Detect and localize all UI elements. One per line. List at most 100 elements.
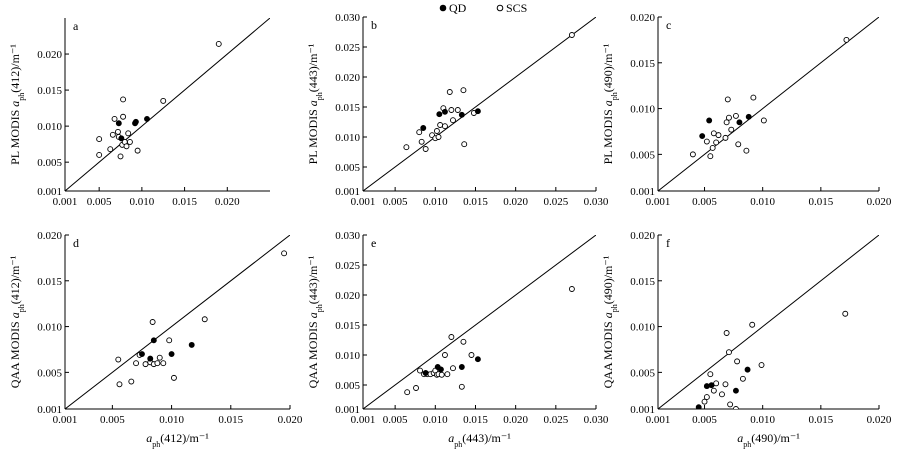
- scs-point: [404, 389, 411, 396]
- qd-point: [695, 404, 702, 409]
- qd-point: [474, 356, 481, 363]
- panel-f: 0.001 0.005 0.010 0.015 0.020 0.001 0.005 0.010…: [601, 230, 892, 449]
- legend-qd-marker: [439, 4, 447, 12]
- qd-point: [708, 382, 715, 389]
- qd-point: [118, 135, 125, 142]
- scs-point: [156, 354, 163, 361]
- scs-point: [724, 96, 731, 103]
- x-tick-label: 0.001: [53, 414, 78, 426]
- x-tick-label: 0.030: [584, 414, 609, 426]
- scs-point: [111, 115, 118, 122]
- y-tick-label: 0.001: [335, 404, 360, 416]
- scs-point: [120, 96, 127, 103]
- qd-point: [147, 355, 154, 362]
- scs-point: [442, 352, 448, 358]
- y-axis-label: QAA MODIS aph(412)/m⁻¹: [8, 255, 26, 388]
- x-tick-label: 0.010: [423, 414, 448, 426]
- panel-d: 0.001 0.005 0.010 0.015 0.020 0.001 0.005 0.010…: [8, 230, 303, 449]
- x-tick-label: 0.020: [503, 196, 528, 208]
- scs-point: [438, 371, 445, 378]
- scs-point: [722, 381, 729, 388]
- scs-point: [739, 375, 746, 382]
- scs-point: [458, 383, 465, 390]
- qd-point: [422, 370, 429, 376]
- y-tick-label: 0.020: [37, 230, 62, 242]
- scs-point: [170, 374, 177, 381]
- scs-point: [133, 360, 140, 367]
- y-tick-label: 0.001: [37, 186, 62, 198]
- scs-point: [707, 153, 714, 160]
- panel-e: 0.001 0.005 0.010 0.015 0.020 0.025 0.030 0.001…: [306, 230, 609, 449]
- y-tick-label: 0.015: [630, 276, 655, 288]
- scs-point: [454, 107, 461, 113]
- scs-point: [568, 32, 575, 38]
- y-tick-label: 0.030: [335, 12, 360, 24]
- x-tick-label: 0.001: [351, 414, 376, 426]
- y-tick-label: 0.025: [335, 260, 360, 272]
- scs-point: [134, 147, 141, 154]
- x-tick-label: 0.005: [100, 414, 125, 426]
- y-tick-label: 0.030: [335, 230, 360, 242]
- x-tick-label: 0.020: [215, 196, 240, 208]
- scs-point: [215, 41, 222, 47]
- y-axis-label: QAA MODIS aph(443)/m⁻¹: [306, 255, 324, 388]
- x-axis-label: aph(412)/m⁻¹: [146, 431, 209, 449]
- x-tick-label: 0.020: [867, 196, 892, 208]
- y-tick-label: 0.005: [37, 367, 62, 379]
- qd-point: [115, 120, 122, 127]
- scs-point: [703, 138, 710, 145]
- x-tick-label: 0.015: [172, 196, 197, 208]
- scs-point: [418, 138, 425, 145]
- scs-point: [448, 334, 455, 340]
- scs-point: [743, 147, 750, 154]
- qd-point: [132, 118, 139, 125]
- y-tick-label: 0.010: [335, 350, 360, 362]
- y-tick-label: 0.015: [630, 58, 655, 70]
- scs-point: [125, 130, 132, 137]
- scs-point: [758, 362, 765, 368]
- y-tick-label: 0.010: [630, 322, 655, 334]
- y-tick-label: 0.015: [335, 320, 360, 332]
- panel-letter: b: [371, 18, 377, 32]
- x-tick-label: 0.015: [218, 414, 243, 426]
- scs-point: [460, 338, 467, 345]
- scs-point: [166, 337, 173, 344]
- x-tick-label: 0.005: [692, 414, 717, 426]
- scs-point: [843, 36, 850, 43]
- x-tick-label: 0.020: [278, 414, 303, 426]
- scs-point: [703, 394, 710, 401]
- y-tick-label: 0.020: [37, 49, 62, 61]
- scs-point: [709, 145, 716, 151]
- scs-point: [417, 367, 423, 374]
- y-tick-label: 0.020: [630, 230, 655, 242]
- scs-point: [160, 97, 167, 104]
- y-tick-label: 0.020: [335, 72, 360, 84]
- scs-point: [715, 132, 722, 139]
- one-to-one-line: [658, 235, 879, 409]
- scs-point: [732, 112, 739, 119]
- x-tick-label: 0.025: [543, 196, 568, 208]
- scs-point: [126, 139, 133, 145]
- scs-point: [760, 117, 767, 124]
- scs-point: [281, 250, 288, 257]
- scs-point: [450, 117, 456, 124]
- scs-point: [732, 406, 739, 409]
- scs-point: [115, 128, 121, 135]
- qd-point: [442, 108, 448, 115]
- panel-letter: a: [73, 19, 79, 33]
- x-tick-label: 0.015: [463, 196, 488, 208]
- x-tick-label: 0.001: [646, 414, 671, 426]
- scs-point: [115, 356, 122, 363]
- scs-point: [448, 107, 455, 113]
- y-tick-label: 0.025: [335, 42, 360, 54]
- legend: QD SCS: [439, 1, 527, 15]
- x-tick-label: 0.010: [159, 414, 184, 426]
- one-to-one-line: [363, 235, 596, 409]
- qd-point: [458, 364, 465, 370]
- x-tick-label: 0.010: [423, 196, 448, 208]
- legend-label: SCS: [506, 1, 527, 15]
- y-tick-label: 0.001: [630, 186, 655, 198]
- qd-point: [144, 115, 150, 122]
